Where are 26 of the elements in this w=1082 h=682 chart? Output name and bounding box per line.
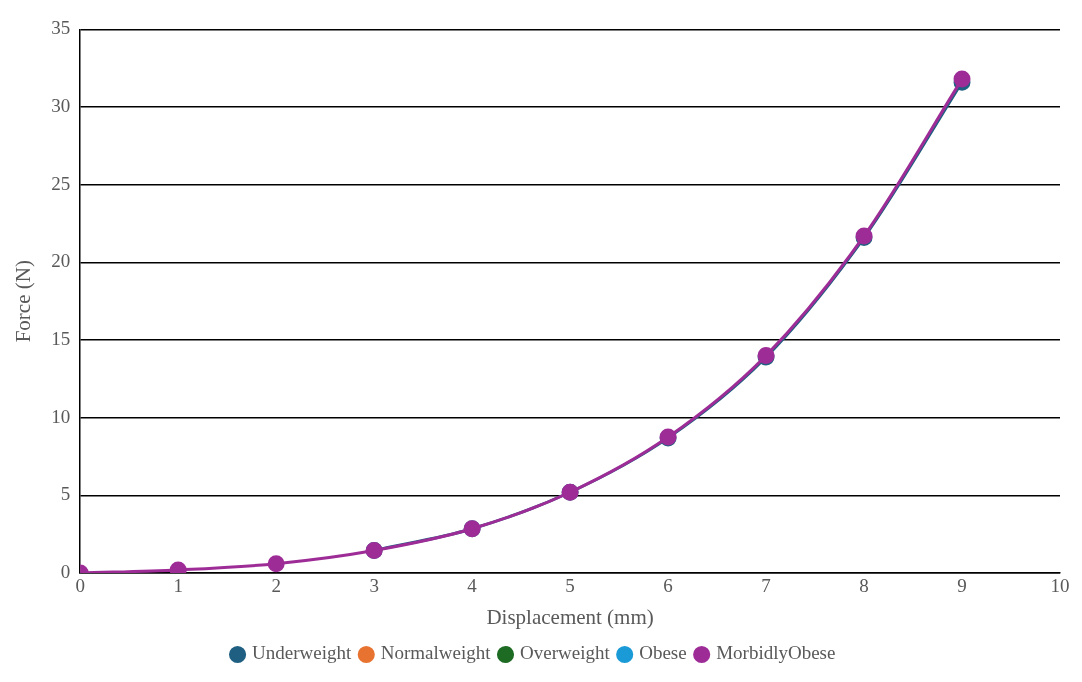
x-tick-label: 8 [859,575,869,597]
legend-label: Underweight [252,642,352,664]
x-axis-title: Displacement (mm) [486,604,654,629]
y-tick-label: 30 [51,95,71,117]
y-tick-label: 15 [51,328,71,350]
x-tick-label: 10 [1050,575,1070,597]
y-tick-label: 20 [51,250,71,272]
x-tick-label: 4 [467,575,478,597]
x-tick-label: 5 [565,575,575,597]
x-tick-label: 6 [663,575,673,597]
x-tick-label: 1 [173,575,183,597]
y-tick-label: 5 [60,483,71,505]
legend-label: Overweight [520,642,611,664]
y-tick-label: 0 [60,560,71,582]
x-tick-label: 7 [761,575,771,597]
legend-label: Obese [639,642,687,664]
y-tick-label: 25 [51,172,71,194]
legend-label: Normalweight [380,642,492,664]
x-tick-label: 9 [957,575,967,597]
legend-label: MorbidlyObese [716,642,836,664]
x-tick-label: 2 [271,575,281,597]
y-axis-title: Force (N) [11,260,36,343]
x-tick-label: 3 [369,575,379,597]
x-tick-label: 0 [75,575,85,597]
y-tick-label: 10 [51,405,71,427]
y-tick-label: 35 [51,17,71,39]
